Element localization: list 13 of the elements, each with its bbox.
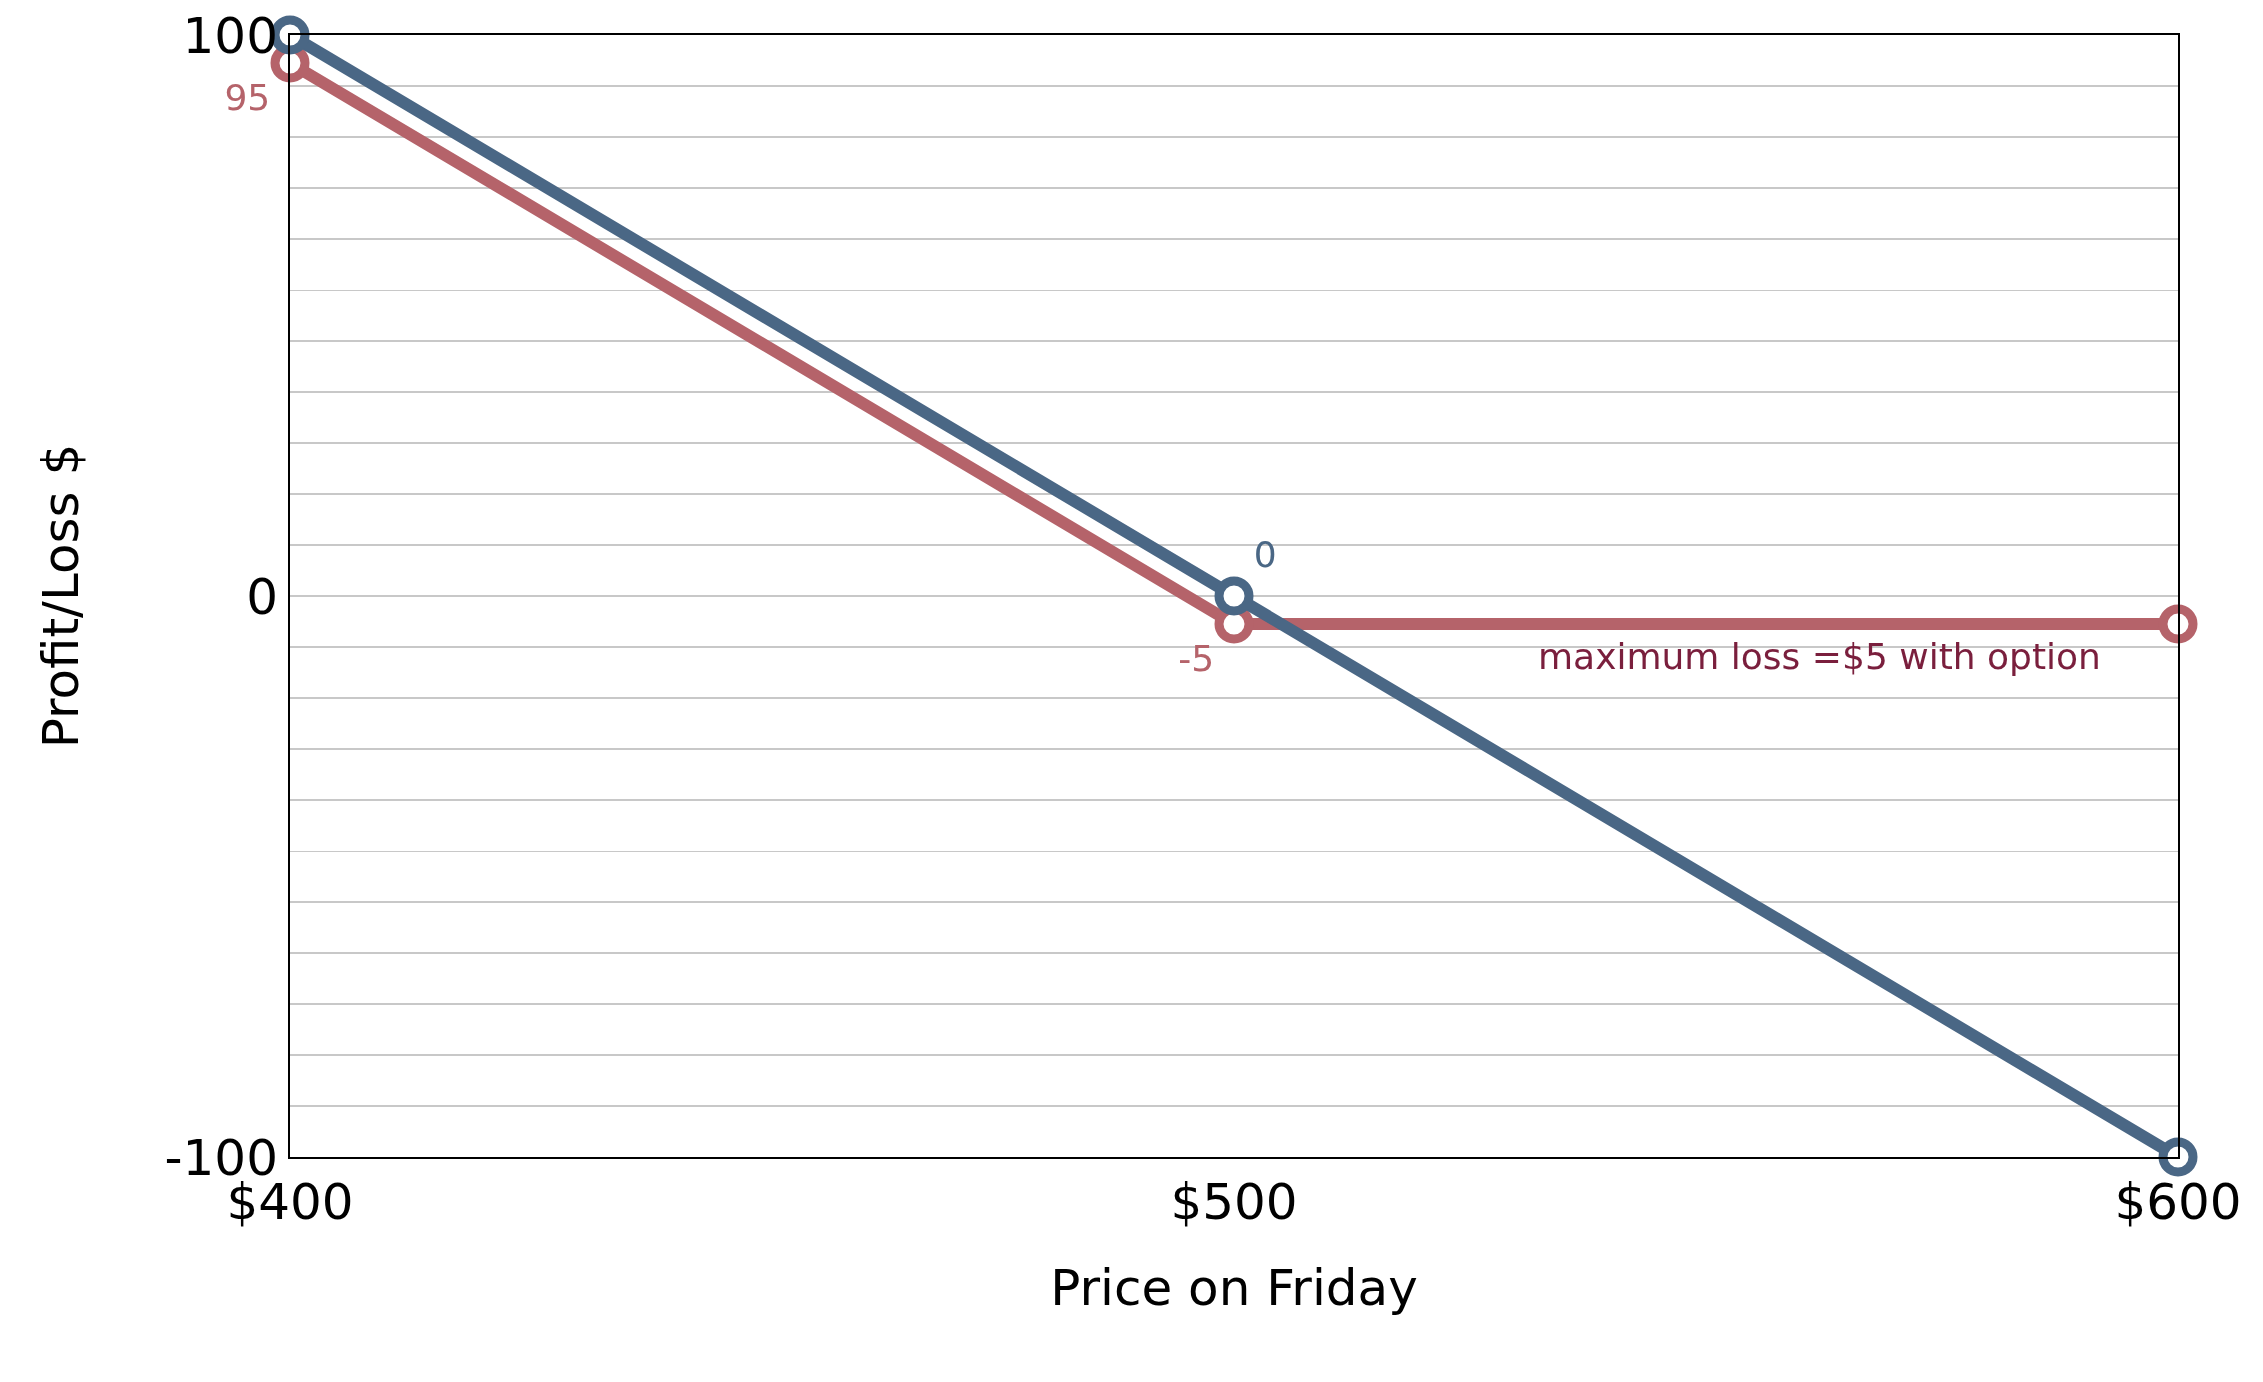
data-label: 0 <box>1253 534 1277 576</box>
x-axis-title: Price on Friday <box>1050 1259 1418 1317</box>
y-tick-label: 0 <box>246 567 278 626</box>
annotation: maximum loss =$5 with option <box>1538 636 2101 677</box>
point <box>1214 576 1254 616</box>
data-label: -5 <box>1178 637 1215 679</box>
point <box>2158 1137 2198 1177</box>
y-tick-label: 100 <box>182 6 278 65</box>
point <box>2158 604 2198 644</box>
data-label: 95 <box>224 76 271 118</box>
y-axis-title: Profit/Loss $ <box>32 443 91 749</box>
x-tick-label: $600 <box>2114 1173 2242 1231</box>
x-tick-label: $500 <box>1170 1173 1298 1231</box>
